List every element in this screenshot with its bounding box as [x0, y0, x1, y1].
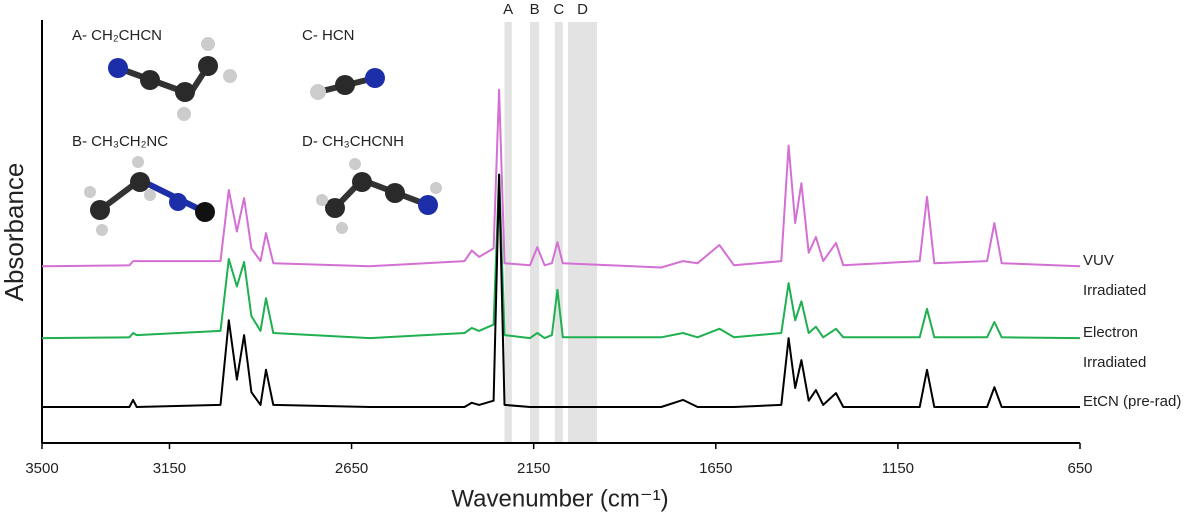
- x-tick-label: 2650: [335, 460, 368, 477]
- annotation: B- CH₃CH₂NC: [72, 133, 168, 150]
- spectrum-line: [41, 88, 1081, 269]
- spectrum-line: [41, 173, 1081, 340]
- annotation: A- CH₂CHCN: [72, 27, 162, 44]
- band-label: B: [530, 1, 540, 18]
- legend-label: EtCN (pre-rad): [1083, 393, 1182, 411]
- annotation: D- CH₃CHCNH: [302, 133, 404, 150]
- x-tick-label: 3150: [153, 460, 186, 477]
- molecule-d: [316, 158, 442, 234]
- x-tick-label: 1150: [882, 460, 914, 477]
- y-axis-title: Absorbance: [0, 163, 29, 302]
- x-tick-label: 650: [1067, 460, 1092, 477]
- band-label: A: [503, 1, 513, 18]
- highlight-band: [530, 22, 540, 443]
- band-label: C: [553, 1, 564, 18]
- x-tick-label: 3500: [25, 460, 58, 477]
- x-tick-label: 2150: [517, 460, 550, 477]
- molecule-b: [84, 156, 215, 236]
- legend-label: VUV Irradiated: [1083, 252, 1147, 300]
- highlight-band: [504, 22, 512, 443]
- band-label: D: [577, 1, 588, 18]
- molecule-a: [108, 37, 237, 121]
- annotation: C- HCN: [302, 27, 355, 44]
- molecule-c: [310, 68, 385, 100]
- highlight-band: [567, 22, 598, 443]
- x-axis-title: Wavenumber (cm⁻¹): [451, 485, 668, 512]
- spectrum-line: [42, 173, 1080, 408]
- x-tick-label: 1650: [699, 460, 732, 477]
- legend-label: Electron Irradiated: [1083, 324, 1147, 372]
- highlight-band: [554, 22, 563, 443]
